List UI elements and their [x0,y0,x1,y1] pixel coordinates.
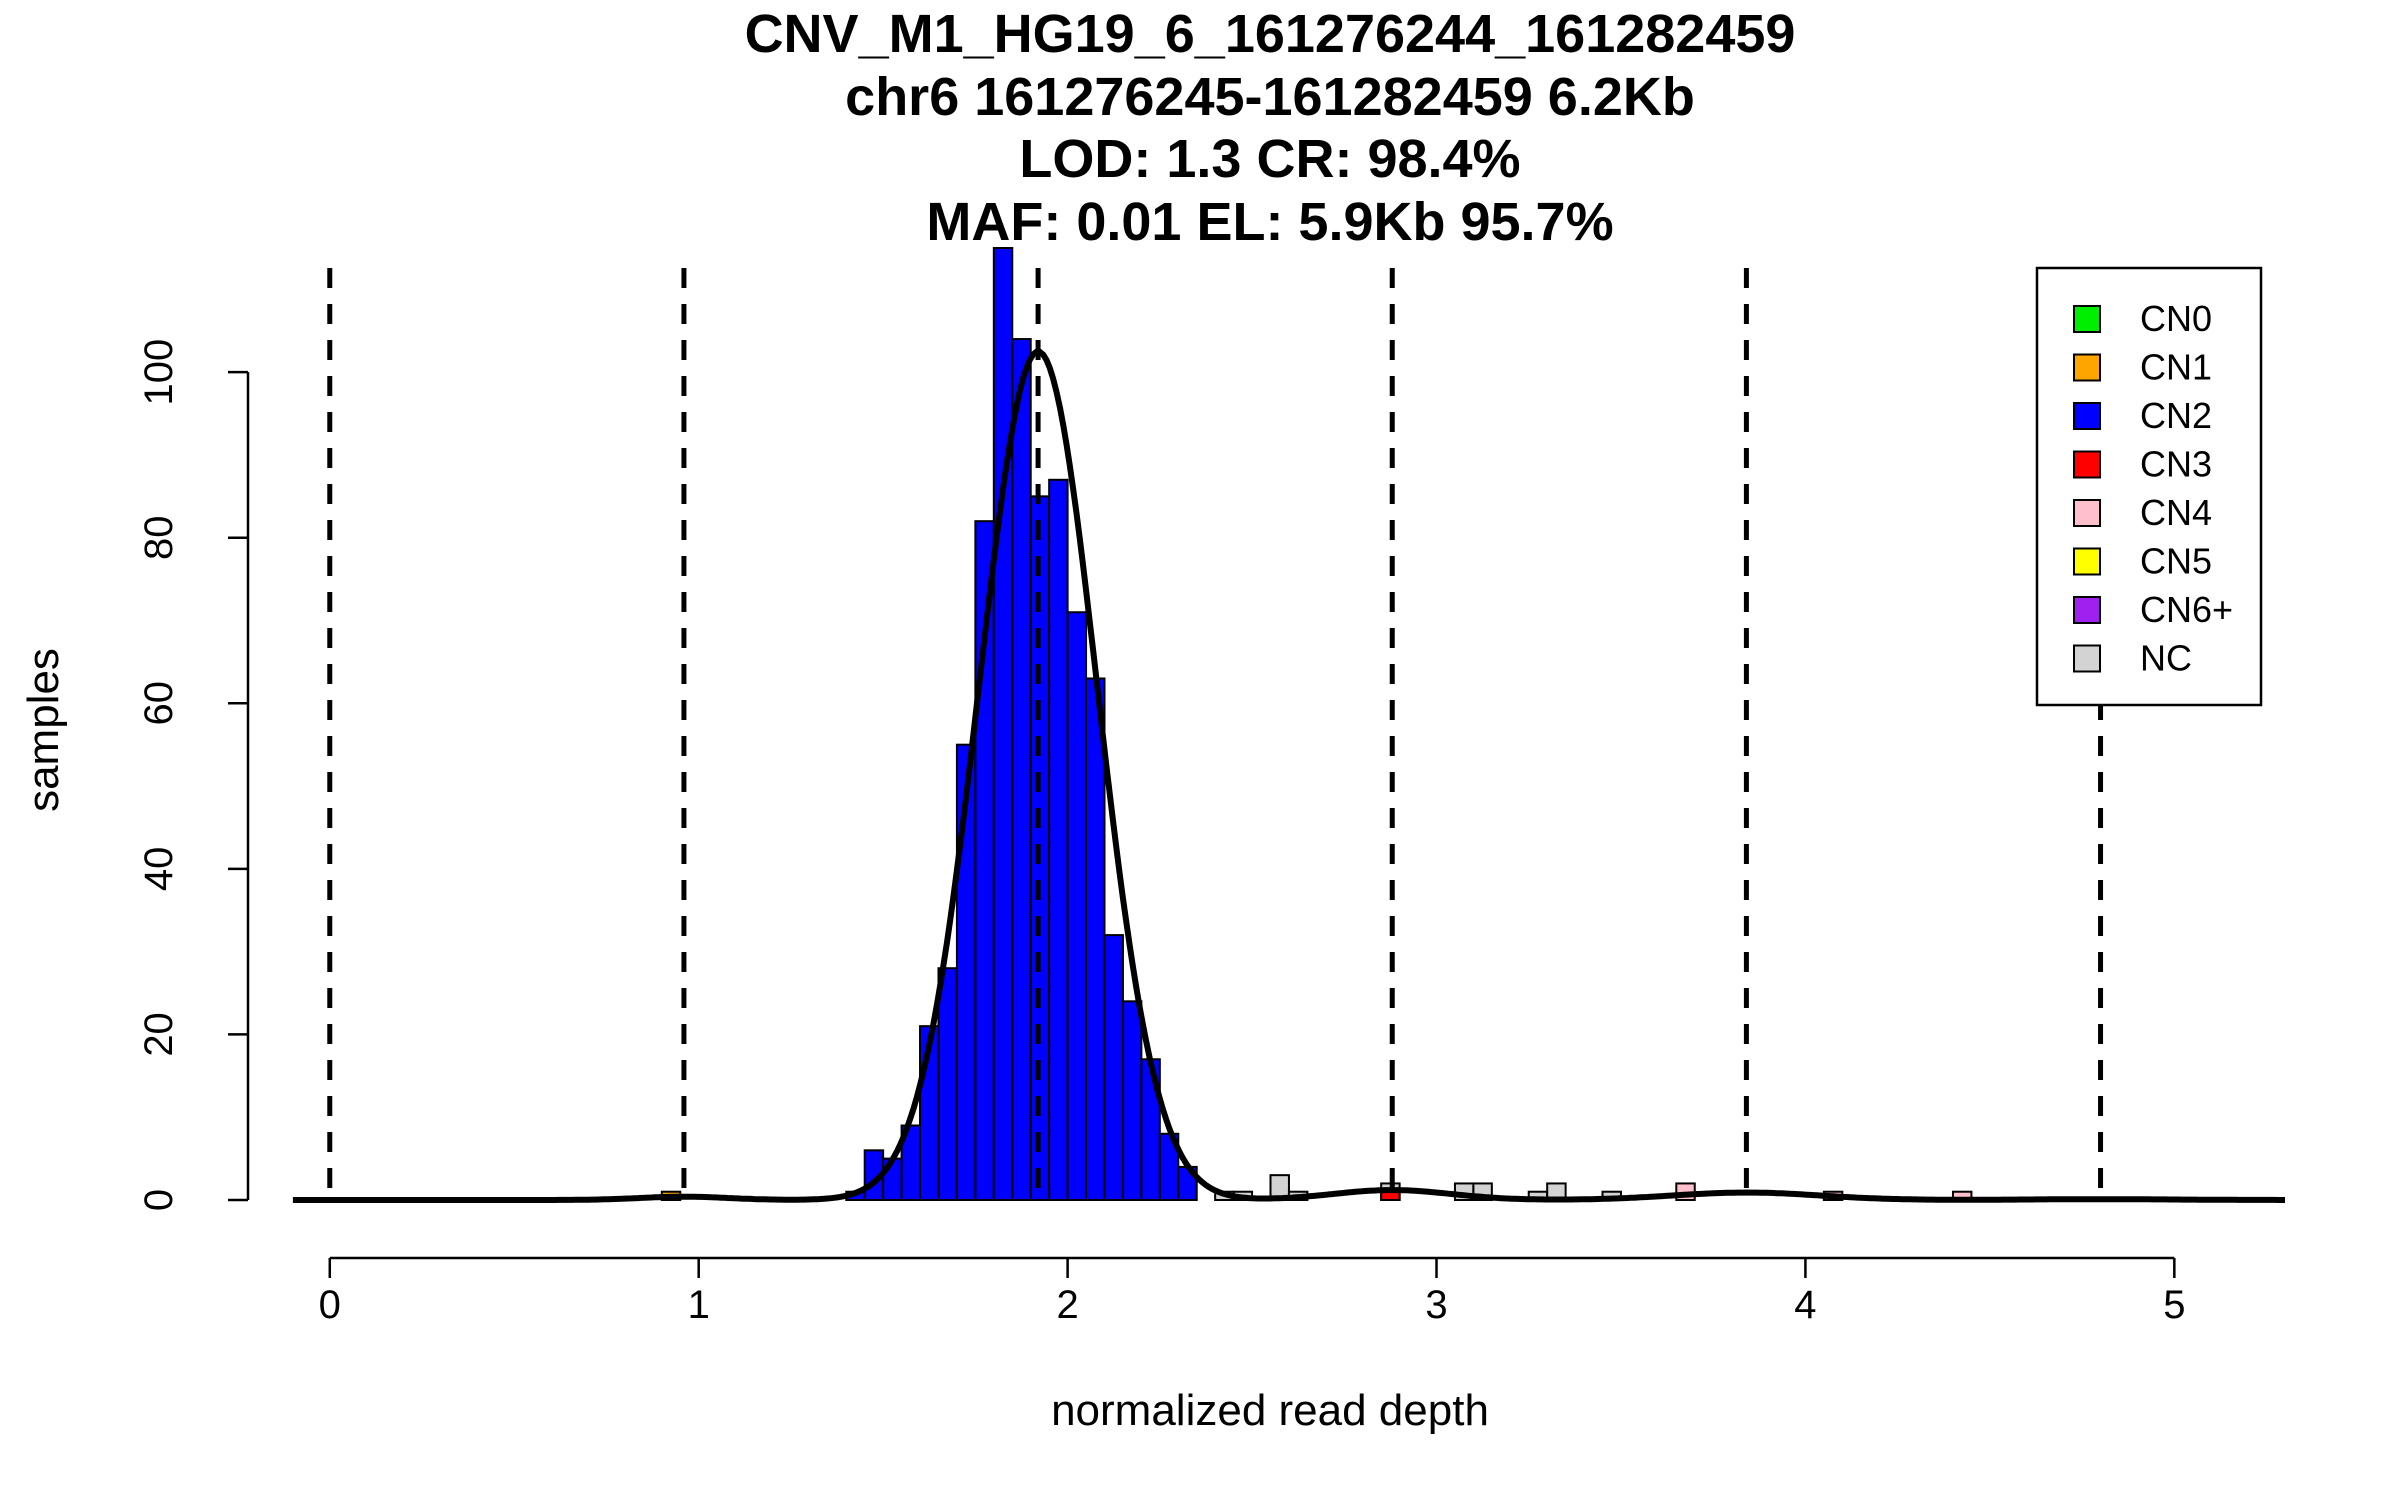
x-tick-label-0: 0 [319,1283,341,1327]
legend-label-cn5: CN5 [2140,541,2212,582]
legend-box [2035,266,2263,707]
legend-label-cn2: CN2 [2140,395,2212,436]
histogram-bar-6 [937,967,958,1201]
histogram-bars [660,247,1973,1202]
chart-title: CNV_M1_HG19_6_161276244_161282459 chr6 1… [745,4,1796,252]
histogram-bar-10 [1011,338,1032,1202]
legend-swatch-cn0 [2073,305,2101,333]
legend-swatch-cn1 [2073,353,2101,382]
x-tick-label-2: 2 [1056,1283,1078,1327]
histogram-bar-14 [1085,677,1106,1201]
mixture-fit-curve [292,348,2285,1203]
title-line-3: LOD: 1.3 CR: 98.4% [1019,129,1520,189]
x-tick-label-1: 1 [688,1283,710,1327]
x-tick-label-5: 5 [2163,1283,2185,1327]
legend-swatch-cn5 [2073,547,2101,576]
histogram-bar-15 [1103,934,1124,1201]
title-line-2: chr6 161276245-161282459 6.2Kb [845,67,1695,127]
legend-label-cn0: CN0 [2140,298,2212,339]
y-tick-label-4: 80 [137,515,181,560]
x-axis-label: normalized read depth [1051,1386,1489,1435]
histogram-bar-9 [992,247,1014,1201]
title-line-1: CNV_M1_HG19_6_161276244_161282459 [745,4,1796,64]
legend-swatch-nc [2073,644,2101,673]
legend-label-cn3: CN3 [2140,444,2212,485]
histogram-bar-12 [1048,478,1069,1201]
y-axis-label: samples [19,648,68,812]
legend-swatch-cn6plus [2073,596,2101,624]
y-tick-label-0: 0 [137,1189,181,1211]
histogram-bar-13 [1066,611,1088,1201]
legend-swatch-cn4 [2073,499,2101,527]
y-tick-label-3: 60 [137,681,181,726]
legend-label-cn6plus: CN6+ [2140,589,2233,630]
axes: 0 1 2 3 4 5 0 20 40 60 80 100 [137,339,2185,1327]
title-line-4: MAF: 0.01 EL: 5.9Kb 95.7% [926,192,1613,252]
histogram-bar-16 [1121,1000,1143,1201]
copy-number-thresholds [327,268,2104,1200]
legend-swatch-cn3 [2073,450,2101,479]
legend: CN0 CN1 CN2 CN3 CN4 CN5 CN6+ NC [2035,266,2263,707]
x-tick-label-3: 3 [1425,1283,1447,1327]
legend-label-cn4: CN4 [2140,492,2212,533]
x-tick-label-4: 4 [1794,1283,1816,1327]
legend-swatch-cn2 [2073,402,2101,430]
y-tick-label-2: 40 [137,847,181,892]
y-tick-label-1: 20 [137,1012,181,1057]
y-tick-label-5: 100 [137,339,181,406]
legend-label-cn1: CN1 [2140,347,2212,388]
legend-label-nc: NC [2140,638,2192,679]
